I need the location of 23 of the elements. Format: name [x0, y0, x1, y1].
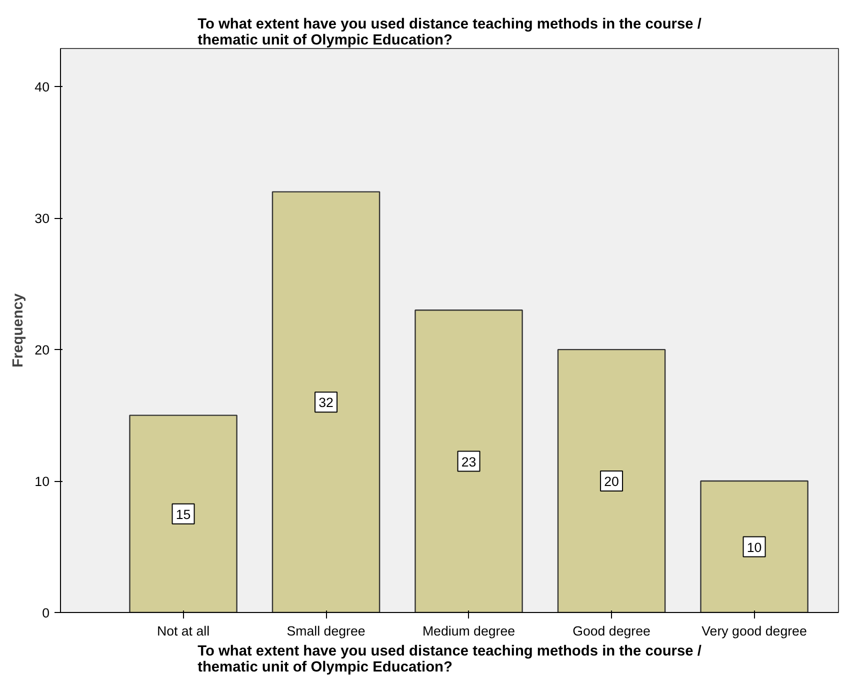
- y-tick-label: 30: [34, 211, 50, 226]
- bar: [700, 480, 808, 612]
- bar: [414, 310, 523, 612]
- x-tick-label: Good degree: [572, 624, 650, 638]
- data-label: 32: [318, 395, 334, 410]
- x-tick-label: Very good degree: [702, 624, 807, 638]
- data-label: 15: [176, 506, 191, 522]
- x-axis-title: To what extent have you used distance teaching methods in the course / thematic unit of Olympic Education?: [198, 644, 702, 675]
- x-tick-label: Medium degree: [422, 624, 516, 638]
- y-tick-label: 0: [42, 606, 50, 620]
- chart-title: To what extent have you used distance teaching methods in the course / thematic unit of Olympic Education?: [198, 16, 702, 48]
- y-axis-title: Frequency: [10, 292, 27, 368]
- x-tick-label: Not at all: [156, 624, 210, 638]
- x-tick-label: Small degree: [286, 624, 366, 638]
- data-label: 23: [461, 454, 476, 470]
- bar: [557, 348, 666, 612]
- bar: [129, 414, 238, 612]
- data-label: 10: [746, 540, 762, 555]
- bar: [272, 191, 380, 612]
- y-tick-label: 10: [34, 474, 50, 490]
- y-tick-label: 20: [34, 342, 50, 358]
- data-label: 20: [604, 474, 619, 490]
- y-tick-label: 40: [34, 80, 50, 95]
